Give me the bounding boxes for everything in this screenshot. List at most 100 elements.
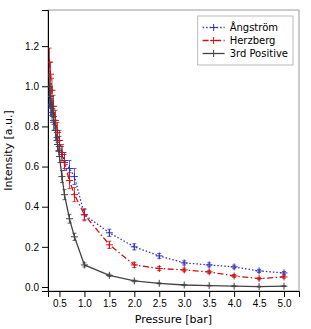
tick: 1.0 [25, 81, 48, 92]
point [156, 280, 163, 287]
tick-label: 1.2 [25, 41, 39, 52]
point [206, 282, 213, 289]
tick: 5.0 [278, 291, 292, 309]
point [281, 273, 288, 280]
tick: 0.5 [53, 291, 67, 309]
legend-marker [210, 24, 217, 31]
tick-mark [42, 247, 48, 248]
point [61, 191, 68, 198]
tick-mark [134, 291, 135, 297]
point [106, 229, 113, 236]
point [54, 141, 61, 148]
tick: 0.8 [25, 121, 48, 132]
point [181, 266, 188, 273]
tick: 0.2 [25, 242, 48, 253]
series [48, 76, 288, 290]
point [71, 191, 78, 198]
tick-mark [42, 287, 48, 288]
point [81, 211, 88, 218]
point [131, 277, 138, 284]
point [81, 211, 88, 218]
tick-label: 1.0 [25, 81, 39, 92]
point [81, 261, 88, 268]
plot-frame [48, 10, 299, 291]
tick-label: 0.0 [25, 282, 39, 293]
chart: 0.51.01.52.02.53.03.54.04.55.00.00.20.40… [0, 0, 311, 329]
tick-mark [184, 291, 185, 297]
tick-label: 0.6 [25, 161, 39, 172]
point [48, 59, 53, 66]
point [48, 93, 54, 100]
tick: 3.0 [178, 291, 192, 309]
point [131, 261, 138, 268]
y-axis: 0.0 0.2 0.4 0.6 0.8 1.0 1.2 [25, 11, 48, 293]
tick-label: 3.0 [178, 298, 192, 309]
series [48, 48, 288, 282]
tick-mark [284, 291, 285, 297]
tick-mark [84, 291, 85, 297]
legend-box [198, 16, 293, 65]
tick-mark [59, 291, 60, 297]
tick-label: 4.5 [253, 298, 267, 309]
tick-label: 1.5 [103, 298, 117, 309]
legend-item: 3rd Positive [203, 48, 288, 59]
tick: 1.5 [103, 291, 117, 309]
tick-label: 0.5 [53, 298, 67, 309]
tick: 2.5 [153, 291, 167, 309]
point [66, 215, 73, 222]
point [131, 243, 138, 250]
tick: 3.5 [203, 291, 217, 309]
point [281, 283, 288, 290]
point [256, 283, 263, 290]
tick: 0.6 [25, 161, 48, 172]
tick: 0.4 [25, 201, 48, 212]
tick-label: 0.2 [25, 242, 39, 253]
tick-mark [209, 291, 210, 297]
axis-line [49, 292, 300, 298]
legend-label: Ångström [230, 21, 278, 33]
point [52, 127, 59, 134]
point [48, 71, 54, 78]
point [156, 252, 163, 259]
point [231, 272, 238, 279]
tick: 1.0 [78, 291, 92, 309]
point [256, 267, 263, 274]
axis-line [42, 11, 49, 292]
point [181, 281, 188, 288]
tick: 4.0 [228, 291, 242, 309]
x-axis-title: Pressure [bar] [135, 313, 212, 326]
point [71, 233, 78, 240]
point [181, 259, 188, 266]
legend: Ångström Herzberg 3rd Positive [198, 16, 293, 65]
tick-mark [259, 291, 260, 297]
legend-marker [210, 37, 217, 44]
point [48, 103, 55, 110]
legend-label: Herzberg [230, 35, 276, 46]
legend-item: Herzberg [203, 35, 276, 46]
point [106, 272, 113, 279]
point [71, 173, 78, 180]
marks [48, 48, 288, 290]
point [231, 283, 238, 290]
tick-mark [109, 291, 110, 297]
series [48, 84, 288, 276]
tick-mark [234, 291, 235, 297]
tick-label: 5.0 [278, 298, 292, 309]
tick: 2.0 [128, 291, 142, 309]
line [49, 86, 284, 286]
tick-label: 4.0 [228, 298, 242, 309]
point [256, 275, 263, 282]
tick: 1.2 [25, 41, 48, 52]
line [49, 96, 284, 273]
tick-label: 0.4 [25, 201, 39, 212]
tick-mark [42, 207, 48, 208]
point [56, 153, 63, 160]
point [156, 265, 163, 272]
tick: 0.0 [25, 282, 48, 293]
tick-mark [42, 46, 48, 47]
x-axis: 0.5 1.0 1.5 2.0 2.5 3.0 3.5 4.0 4.5 5.0 [49, 291, 300, 309]
point [61, 159, 68, 166]
point [50, 113, 57, 120]
point [66, 177, 73, 184]
legend-marker [210, 50, 217, 57]
